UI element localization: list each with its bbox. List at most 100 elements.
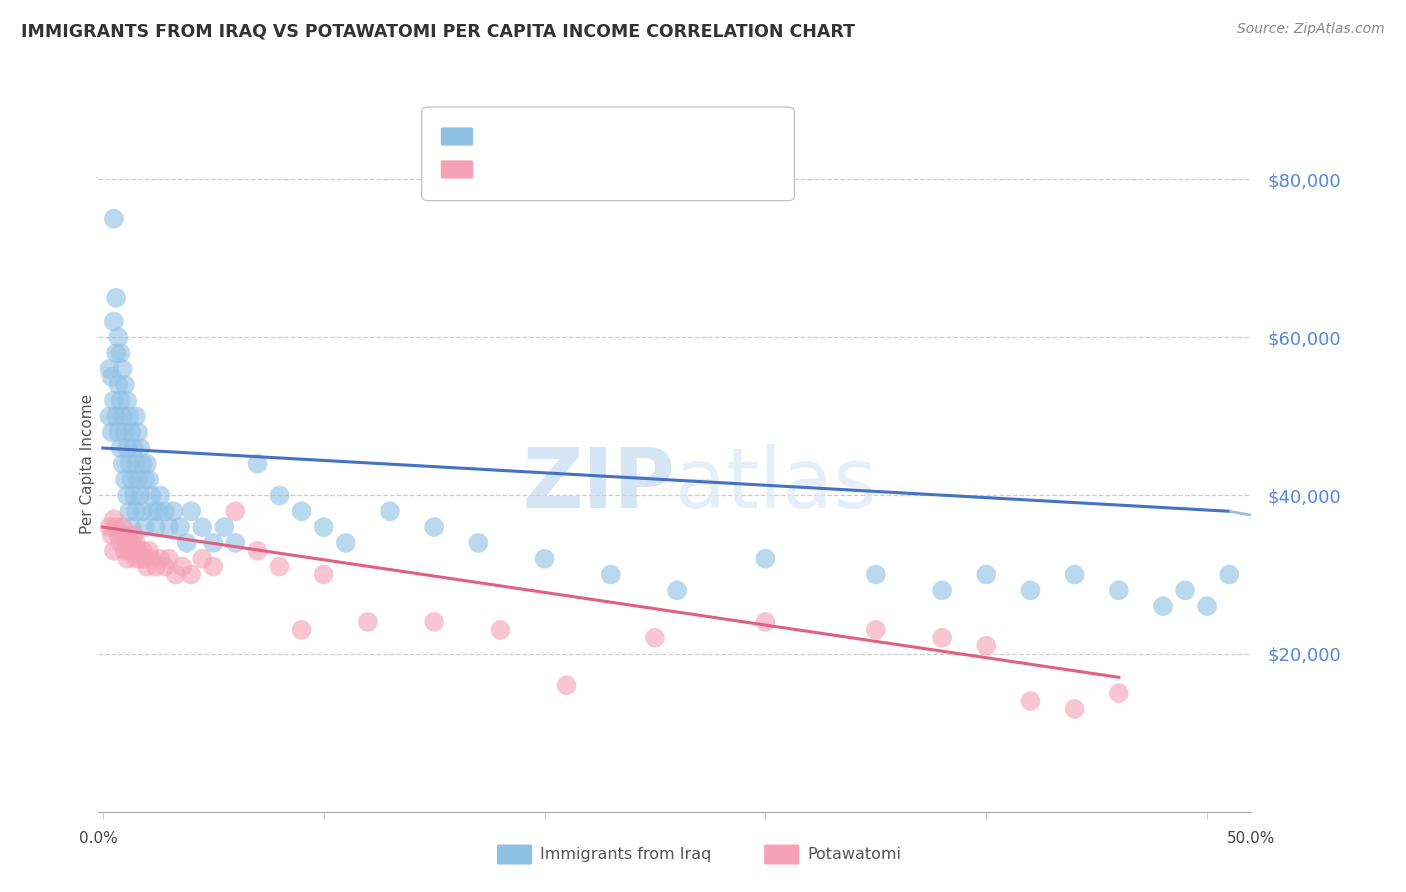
- Text: -0.482: -0.482: [531, 161, 591, 178]
- Point: [107, 330, 129, 344]
- Point: [122, 488, 145, 502]
- Point: [202, 536, 225, 550]
- Point: [110, 441, 132, 455]
- Point: [103, 512, 125, 526]
- Point: [138, 473, 160, 487]
- Point: [121, 520, 143, 534]
- Point: [100, 528, 122, 542]
- Point: [125, 536, 148, 550]
- Point: [110, 393, 132, 408]
- Text: R =: R =: [482, 161, 519, 178]
- Point: [180, 504, 202, 518]
- Point: [134, 551, 156, 566]
- Point: [1019, 694, 1042, 708]
- Point: [105, 346, 128, 360]
- Point: [100, 370, 122, 384]
- Point: [121, 425, 143, 440]
- Text: atlas: atlas: [675, 444, 876, 525]
- Point: [974, 639, 997, 653]
- Point: [246, 457, 269, 471]
- Point: [111, 457, 134, 471]
- Point: [110, 536, 132, 550]
- Point: [105, 520, 128, 534]
- Point: [357, 615, 380, 629]
- Point: [136, 457, 159, 471]
- Point: [269, 488, 291, 502]
- Point: [122, 528, 145, 542]
- Point: [105, 291, 128, 305]
- Point: [129, 551, 152, 566]
- Point: [141, 551, 163, 566]
- Point: [423, 615, 446, 629]
- Point: [115, 441, 138, 455]
- Point: [974, 567, 997, 582]
- Point: [931, 583, 953, 598]
- Point: [149, 488, 172, 502]
- Point: [134, 473, 156, 487]
- Point: [1063, 567, 1085, 582]
- Point: [180, 567, 202, 582]
- Point: [157, 551, 180, 566]
- Point: [125, 457, 148, 471]
- Point: [489, 623, 512, 637]
- Point: [176, 536, 198, 550]
- Point: [107, 377, 129, 392]
- Point: [114, 377, 136, 392]
- Point: [162, 504, 184, 518]
- Point: [136, 559, 159, 574]
- Point: [1108, 583, 1130, 598]
- Text: N =: N =: [626, 161, 662, 178]
- Point: [1019, 583, 1042, 598]
- Text: Immigrants from Iraq: Immigrants from Iraq: [540, 847, 711, 862]
- Point: [114, 425, 136, 440]
- Point: [110, 346, 132, 360]
- Point: [98, 520, 121, 534]
- Point: [118, 457, 141, 471]
- Point: [165, 567, 187, 582]
- Point: [103, 314, 125, 328]
- Point: [118, 504, 141, 518]
- Point: [103, 211, 125, 226]
- Point: [533, 551, 555, 566]
- Point: [122, 441, 145, 455]
- Point: [111, 409, 134, 424]
- Point: [131, 544, 153, 558]
- Point: [1197, 599, 1219, 614]
- Text: ZIP: ZIP: [523, 444, 675, 525]
- Point: [191, 551, 214, 566]
- Point: [145, 520, 167, 534]
- Point: [125, 551, 148, 566]
- Point: [149, 551, 172, 566]
- Point: [291, 623, 314, 637]
- Point: [145, 559, 167, 574]
- Point: [134, 520, 156, 534]
- Point: [115, 536, 138, 550]
- Point: [335, 536, 357, 550]
- Text: 50: 50: [675, 161, 697, 178]
- Point: [115, 551, 138, 566]
- Text: 0.0%: 0.0%: [79, 831, 118, 846]
- Point: [103, 393, 125, 408]
- Point: [121, 536, 143, 550]
- Y-axis label: Per Capita Income: Per Capita Income: [80, 393, 94, 534]
- Point: [105, 409, 128, 424]
- Point: [291, 504, 314, 518]
- Point: [269, 559, 291, 574]
- Point: [931, 631, 953, 645]
- Point: [127, 473, 149, 487]
- Point: [153, 559, 176, 574]
- Point: [169, 520, 191, 534]
- Point: [131, 504, 153, 518]
- Point: [142, 504, 165, 518]
- Point: [599, 567, 621, 582]
- Point: [224, 504, 246, 518]
- Point: [555, 678, 578, 692]
- Point: [118, 409, 141, 424]
- Point: [100, 425, 122, 440]
- Point: [115, 488, 138, 502]
- Point: [129, 441, 152, 455]
- Point: [202, 559, 225, 574]
- Point: [103, 544, 125, 558]
- Point: [467, 536, 489, 550]
- Point: [115, 393, 138, 408]
